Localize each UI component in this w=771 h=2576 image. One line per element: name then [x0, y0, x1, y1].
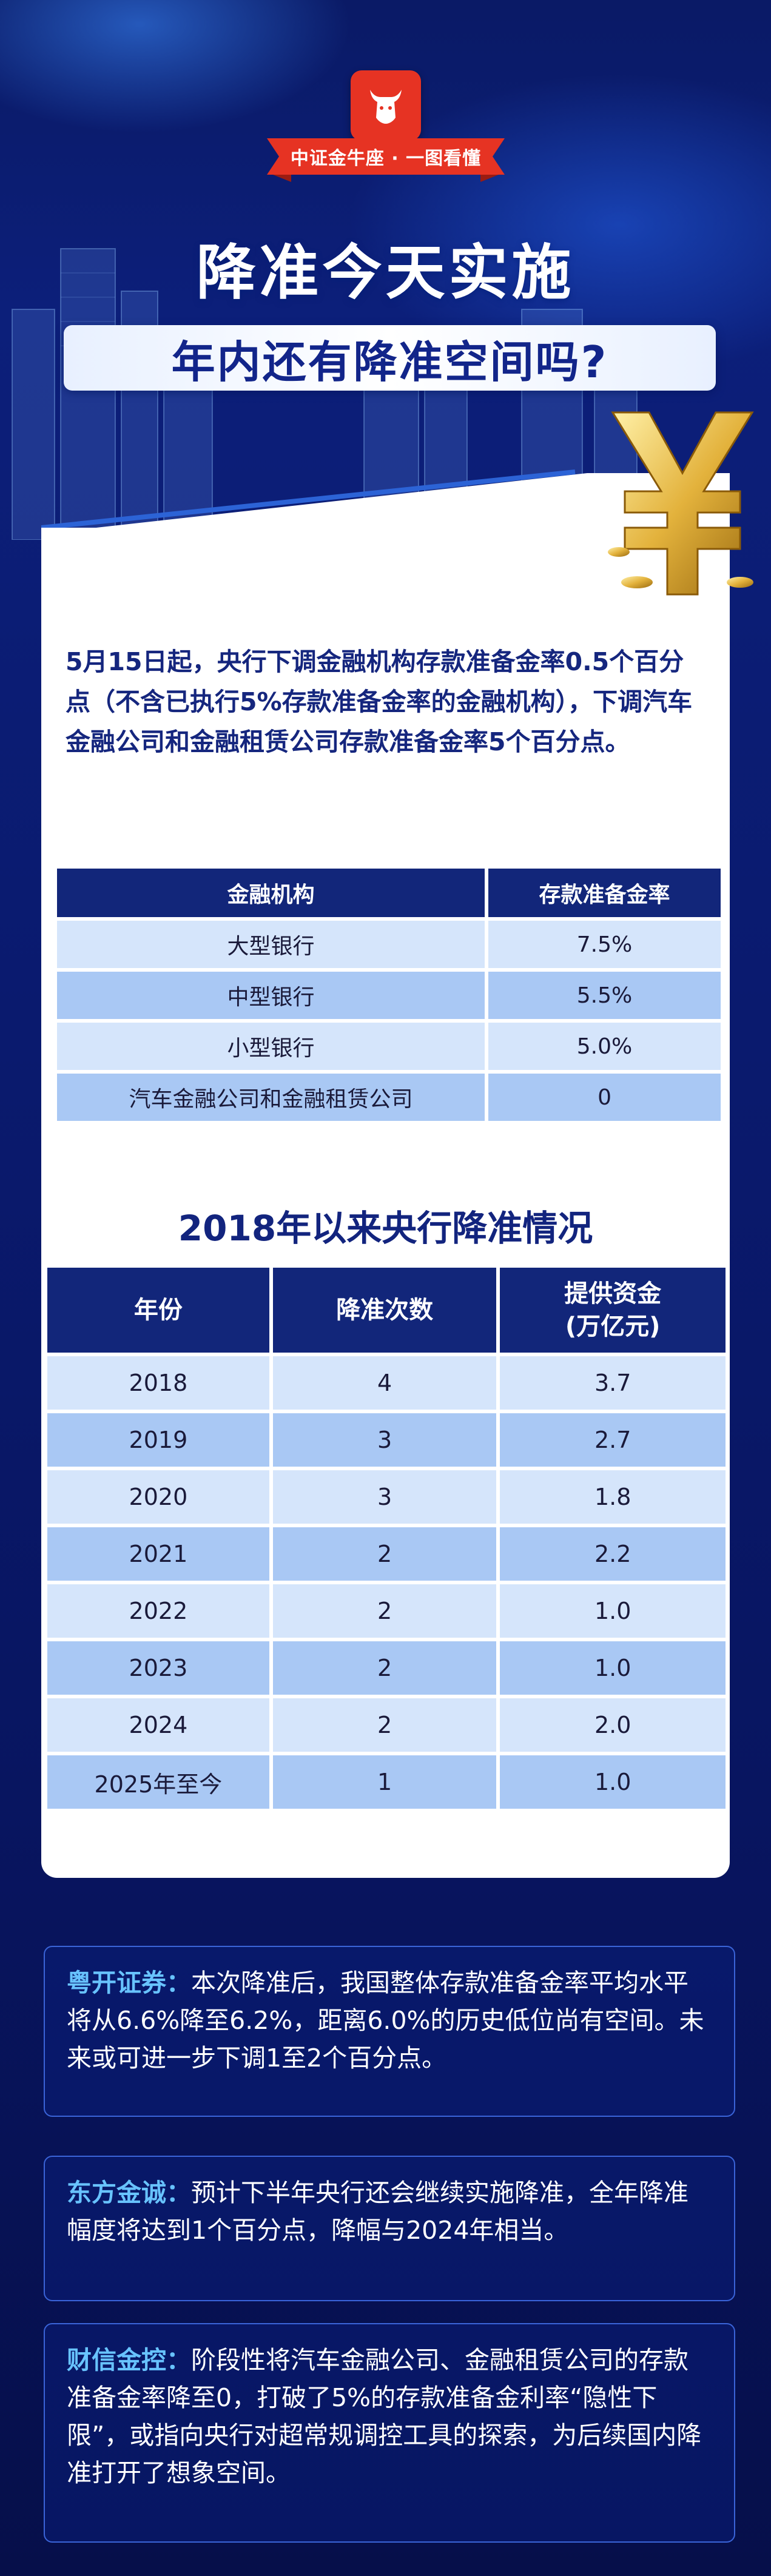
bull-icon [370, 90, 402, 124]
count-cell: 2 [272, 1641, 497, 1695]
page-subtitle: 年内还有降准空间吗? [171, 336, 608, 388]
year-cell: 2024 [47, 1698, 269, 1752]
funds-cell: 2.2 [500, 1527, 726, 1581]
funds-header-label: 提供资金 [564, 1280, 662, 1308]
brand-ribbon-shape [267, 138, 505, 182]
quote-source: 东方金诚： [67, 2178, 191, 2207]
funds-header-unit: (万亿元) [565, 1313, 661, 1340]
gold-yuan-icon [608, 411, 754, 596]
table-header-row: 年份 降准次数 提供资金 (万亿元) [47, 1268, 726, 1353]
count-cell: 1 [272, 1755, 497, 1809]
institution-cell: 小型银行 [57, 1023, 485, 1070]
section-title-rrr-history: 2018年以来央行降准情况 [178, 1208, 593, 1249]
table-row: 2022 2 1.0 [47, 1584, 726, 1638]
page-title: 降准今天实施 [196, 238, 575, 308]
year-cell: 2021 [47, 1527, 269, 1581]
quote-text: 阶段性将汽车金融公司、金融租赁公司的存款准备金率降至0，打破了5%的存款准备金利… [67, 2346, 702, 2487]
quote-source: 财信金控： [67, 2346, 191, 2375]
institution-cell: 中型银行 [57, 972, 485, 1019]
year-cell: 2025年至今 [47, 1755, 269, 1809]
table-row: 2025年至今 1 1.0 [47, 1755, 726, 1809]
funds-cell: 1.0 [500, 1641, 726, 1695]
funds-cell: 3.7 [500, 1356, 726, 1410]
count-cell: 2 [272, 1584, 497, 1638]
institution-cell: 汽车金融公司和金融租赁公司 [57, 1074, 485, 1121]
table-header-row: 金融机构 存款准备金率 [57, 869, 721, 917]
table-row: 小型银行 5.0% [57, 1023, 721, 1070]
subtitle-box: 年内还有降准空间吗? [64, 325, 716, 391]
brand-ribbon-label: 中证金牛座 · 一图看懂 [290, 148, 482, 169]
funds-cell: 1.8 [500, 1470, 726, 1524]
column-header-funds: 提供资金 (万亿元) [500, 1268, 726, 1353]
column-header-ratio: 存款准备金率 [488, 869, 721, 917]
table-row: 2023 2 1.0 [47, 1641, 726, 1695]
analyst-quote-card: 东方金诚：预计下半年央行还会继续实施降准，全年降准幅度将达到1个百分点，降幅与2… [44, 2156, 735, 2301]
count-cell: 3 [272, 1470, 497, 1524]
funds-cell: 2.7 [500, 1413, 726, 1467]
column-header-year: 年份 [47, 1268, 269, 1353]
table-row: 2020 3 1.8 [47, 1470, 726, 1524]
year-cell: 2018 [47, 1356, 269, 1410]
funds-cell: 1.0 [500, 1755, 726, 1809]
count-cell: 3 [272, 1413, 497, 1467]
institution-cell: 大型银行 [57, 921, 485, 968]
column-header-cut-count: 降准次数 [272, 1268, 497, 1353]
table-row: 2018 4 3.7 [47, 1356, 726, 1410]
year-cell: 2019 [47, 1413, 269, 1467]
analyst-quote-card: 粤开证券：本次降准后，我国整体存款准备金率平均水平将从6.6%降至6.2%，距离… [44, 1946, 735, 2117]
ratio-cell: 5.5% [488, 972, 721, 1019]
table-row: 汽车金融公司和金融租赁公司 0 [57, 1074, 721, 1121]
count-cell: 2 [272, 1527, 497, 1581]
bull-logo [351, 70, 421, 141]
column-header-institution: 金融机构 [57, 869, 485, 917]
intro-paragraph: 5月15日起，央行下调金融机构存款准备金率0.5个百分点（不含已执行5%存款准备… [66, 647, 693, 756]
rrr-history-table: 年份 降准次数 提供资金 (万亿元) 2018 4 3.7 2019 3 2.7… [44, 1264, 729, 1812]
quote-text: 本次降准后，我国整体存款准备金率平均水平将从6.6%降至6.2%，距离6.0%的… [67, 1968, 704, 2073]
count-cell: 4 [272, 1356, 497, 1410]
year-cell: 2023 [47, 1641, 269, 1695]
quote-source: 粤开证券： [67, 1968, 191, 1997]
table-row: 2021 2 2.2 [47, 1527, 726, 1581]
table-row: 大型银行 7.5% [57, 921, 721, 968]
ratio-cell: 5.0% [488, 1023, 721, 1070]
funds-cell: 2.0 [500, 1698, 726, 1752]
count-cell: 2 [272, 1698, 497, 1752]
year-cell: 2022 [47, 1584, 269, 1638]
hero-glow [0, 0, 352, 133]
quote-text: 预计下半年央行还会继续实施降准，全年降准幅度将达到1个百分点，降幅与2024年相… [67, 2178, 689, 2245]
analyst-quote-card: 财信金控：阶段性将汽车金融公司、金融租赁公司的存款准备金率降至0，打破了5%的存… [44, 2323, 735, 2543]
table-row: 中型银行 5.5% [57, 972, 721, 1019]
table-row: 2024 2 2.0 [47, 1698, 726, 1752]
table-row: 2019 3 2.7 [47, 1413, 726, 1467]
year-cell: 2020 [47, 1470, 269, 1524]
funds-cell: 1.0 [500, 1584, 726, 1638]
ratio-cell: 0 [488, 1074, 721, 1121]
ratio-cell: 7.5% [488, 921, 721, 968]
reserve-ratio-table: 金融机构 存款准备金率 大型银行 7.5% 中型银行 5.5% 小型银行 5.0… [53, 865, 724, 1125]
